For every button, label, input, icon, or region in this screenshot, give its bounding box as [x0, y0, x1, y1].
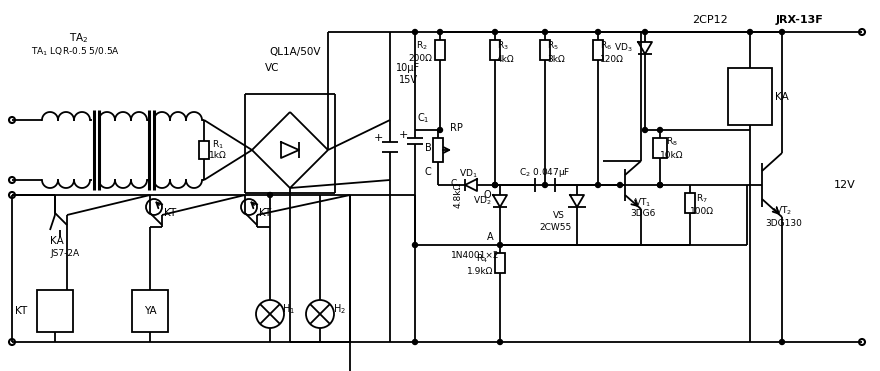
Circle shape [413, 243, 417, 247]
Bar [435, 40, 445, 60]
Bar [593, 40, 603, 60]
Circle shape [413, 339, 417, 345]
Text: YA: YA [143, 306, 157, 316]
Bar [199, 141, 209, 159]
Text: R$_5$: R$_5$ [547, 40, 559, 52]
Text: R$_7$: R$_7$ [696, 193, 708, 205]
Text: R$_6$: R$_6$ [600, 40, 612, 52]
Text: 10μF: 10μF [396, 63, 420, 73]
Text: QL1A/50V: QL1A/50V [269, 47, 320, 57]
Text: R$_2$: R$_2$ [416, 40, 428, 52]
Bar [685, 193, 695, 213]
Text: VD$_1$: VD$_1$ [458, 168, 477, 180]
Text: KT: KT [164, 208, 176, 218]
Circle shape [413, 30, 417, 35]
Text: VT$_2$: VT$_2$ [775, 205, 793, 217]
Text: 3DG130: 3DG130 [766, 219, 803, 227]
Bar [132, 290, 168, 332]
Text: B: B [425, 143, 431, 153]
Text: C: C [451, 178, 457, 187]
Text: 120Ω: 120Ω [600, 55, 624, 63]
Text: H$_2$: H$_2$ [333, 302, 346, 316]
Circle shape [437, 30, 443, 35]
Bar [490, 40, 500, 60]
Text: 1N4001×2: 1N4001×2 [451, 250, 499, 259]
Text: R$_8$: R$_8$ [666, 136, 678, 148]
Text: KT: KT [15, 306, 27, 316]
Text: A: A [487, 232, 494, 242]
Circle shape [780, 30, 784, 35]
Text: JS7-2A: JS7-2A [50, 249, 79, 257]
Text: C$_1$: C$_1$ [417, 111, 429, 125]
Text: 2CW55: 2CW55 [539, 223, 571, 232]
Text: VD$_2$: VD$_2$ [473, 195, 491, 207]
Text: R$_1$: R$_1$ [212, 139, 224, 151]
Circle shape [497, 243, 502, 247]
Circle shape [596, 30, 600, 35]
Text: TA$_1$ LQR-0.5 5/0.5A: TA$_1$ LQR-0.5 5/0.5A [31, 46, 120, 58]
Text: O: O [483, 190, 491, 200]
Circle shape [657, 183, 663, 187]
Text: C: C [425, 167, 431, 177]
Circle shape [493, 183, 497, 187]
Text: +: + [373, 133, 383, 143]
Bar [433, 138, 443, 162]
Circle shape [596, 183, 600, 187]
Text: TA$_2$: TA$_2$ [70, 31, 89, 45]
Text: VD$_3$: VD$_3$ [613, 42, 633, 54]
Circle shape [642, 30, 648, 35]
Bar [495, 253, 505, 273]
Text: KT: KT [259, 208, 271, 218]
Circle shape [780, 339, 784, 345]
Text: 4.8kΩ: 4.8kΩ [453, 182, 463, 208]
Circle shape [642, 128, 648, 132]
Text: 3kΩ: 3kΩ [547, 55, 565, 63]
Text: H$_1$: H$_1$ [282, 302, 296, 316]
Text: R$_4$: R$_4$ [476, 253, 488, 265]
Bar [728, 68, 772, 125]
Circle shape [542, 183, 547, 187]
Text: 1.9kΩ: 1.9kΩ [466, 267, 493, 276]
Circle shape [747, 30, 752, 35]
Circle shape [497, 339, 502, 345]
Circle shape [657, 128, 663, 132]
Circle shape [493, 30, 497, 35]
Text: +: + [399, 130, 407, 140]
Text: KA: KA [50, 236, 63, 246]
Circle shape [493, 183, 497, 187]
Text: 200Ω: 200Ω [408, 53, 432, 62]
Text: R$_3$: R$_3$ [497, 40, 509, 52]
Bar [653, 138, 667, 158]
Text: C$_2$ 0.047μF: C$_2$ 0.047μF [519, 165, 571, 178]
Circle shape [657, 183, 663, 187]
Text: VS: VS [553, 210, 565, 220]
Text: VC: VC [265, 63, 279, 73]
Text: 1kΩ: 1kΩ [209, 151, 227, 160]
Text: 12V: 12V [834, 180, 856, 190]
Text: KA: KA [775, 92, 788, 102]
Circle shape [268, 193, 273, 197]
Circle shape [542, 30, 547, 35]
Text: VT$_1$: VT$_1$ [634, 197, 651, 209]
Text: 100Ω: 100Ω [690, 207, 714, 216]
Text: 4kΩ: 4kΩ [497, 55, 515, 63]
Text: 2CP12: 2CP12 [693, 15, 728, 25]
Text: 3DG6: 3DG6 [630, 209, 656, 217]
Bar [37, 290, 73, 332]
Circle shape [618, 183, 622, 187]
Text: 10kΩ: 10kΩ [660, 151, 684, 160]
Bar [540, 40, 550, 60]
Circle shape [437, 128, 443, 132]
Text: JRX-13F: JRX-13F [776, 15, 824, 25]
Text: RP: RP [450, 123, 462, 133]
Text: 15V: 15V [399, 75, 417, 85]
